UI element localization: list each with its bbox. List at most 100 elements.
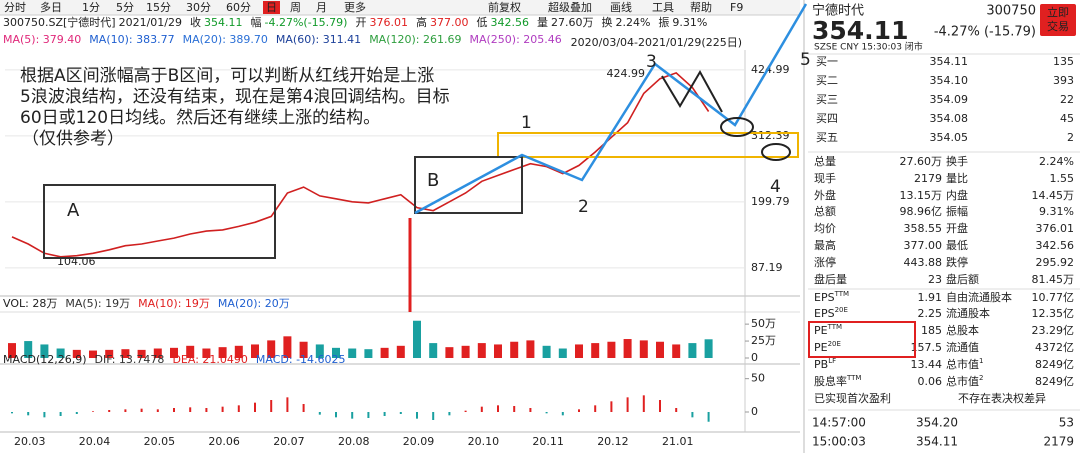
volume-bar — [575, 344, 583, 358]
volume-bar — [72, 349, 81, 358]
book-volume: 135 — [1053, 55, 1074, 68]
macd-bar — [497, 405, 499, 412]
quote-item: 2.24% — [615, 16, 650, 29]
toolbar-item[interactable]: 超级叠加 — [548, 0, 592, 14]
toolbar-item[interactable]: 60分 — [226, 1, 251, 14]
box-a — [43, 184, 276, 259]
volume-bar — [461, 345, 470, 358]
stat-label-text: 已实现首次盈利 — [814, 391, 891, 405]
pane-legend: VOL: 28万 MA(5): 19万 MA(10): 19万 MA(20): 20万 — [3, 297, 290, 310]
toolbar-item[interactable]: 5分 — [116, 1, 134, 14]
toolbar-item[interactable]: 月 — [316, 1, 327, 14]
toolbar-item[interactable]: 工具 — [652, 1, 674, 14]
toolbar-item[interactable]: F9 — [730, 1, 743, 14]
stat-value: 13.15万 — [900, 189, 943, 202]
macd-bar — [642, 395, 645, 412]
stat-label-text: 振幅 — [946, 204, 968, 218]
macd-bar — [124, 409, 127, 412]
stat-label: 股息率TTM — [814, 374, 861, 388]
stat-label-sup: 20E — [828, 340, 841, 348]
stat-label-text: 涨停 — [814, 255, 836, 269]
volume-bar — [170, 347, 178, 358]
stat-value: 2179 — [914, 172, 942, 185]
stat-value: 376.01 — [1036, 222, 1075, 235]
macd-bar — [237, 405, 240, 412]
macd-bar — [254, 402, 256, 412]
volume-bar — [526, 340, 535, 358]
macd-bar — [11, 412, 13, 414]
toolbar-item[interactable]: 分时 — [4, 1, 26, 14]
stat-value: 342.56 — [1036, 239, 1075, 252]
y-tick-label: 0 — [751, 351, 758, 364]
toolbar-item[interactable]: 日 — [266, 1, 277, 14]
x-tick-label: 20.07 — [273, 435, 305, 448]
stat-value: 14.45万 — [1032, 189, 1075, 202]
x-tick-label: 20.10 — [468, 435, 500, 448]
macd-bar — [108, 410, 111, 412]
x-tick-label: 20.04 — [79, 435, 111, 448]
stat-value: 9.31% — [1039, 205, 1074, 218]
toolbar-item[interactable]: 15分 — [146, 1, 171, 14]
quote-item: 低 — [476, 16, 487, 29]
toolbar-item[interactable]: 帮助 — [690, 0, 712, 14]
stat-label-text: 总额 — [814, 204, 836, 218]
stat-value: 10.77亿 — [1032, 291, 1075, 304]
pane-legend-item: MA(20): 20万 — [218, 297, 290, 310]
box-a-label: A — [67, 200, 80, 221]
macd-bar — [383, 412, 386, 416]
y-tick-label: 312.39 — [751, 129, 790, 142]
stat-label: PBLF — [814, 357, 836, 371]
x-tick-label: 20.11 — [532, 435, 564, 448]
stat-value: 295.92 — [1036, 256, 1075, 269]
macd-bar — [205, 408, 208, 412]
macd-bar — [43, 412, 46, 418]
toolbar-item[interactable]: 更多 — [344, 0, 366, 14]
button-label[interactable]: 交易 — [1047, 19, 1069, 33]
volume-bar — [186, 345, 195, 358]
stat-label: 振幅 — [946, 204, 968, 218]
toolbar-item[interactable]: 1分 — [82, 1, 100, 14]
price-change: -4.27% (-15.79) — [934, 25, 1036, 40]
volume-bar — [40, 344, 49, 358]
volume-bar — [348, 348, 357, 358]
toolbar-item[interactable]: 多日 — [40, 0, 62, 14]
trade-button[interactable] — [1040, 4, 1076, 36]
quote-item: 300750.SZ[宁德时代] — [3, 15, 116, 29]
ma-legend: MA(5): 379.40 MA(10): 383.77 MA(20): 389.7… — [3, 33, 562, 46]
stat-label: 跌停 — [946, 255, 968, 269]
button-label[interactable]: 立即 — [1047, 5, 1069, 19]
y-tick-label: 199.79 — [751, 195, 790, 208]
toolbar-item[interactable]: 30分 — [186, 1, 211, 14]
stat-label-text: 量比 — [946, 172, 968, 185]
stat-label-text: PE — [814, 324, 828, 337]
toolbar-item[interactable]: 前复权 — [488, 0, 521, 14]
macd-bar — [92, 411, 94, 412]
macd-bar — [399, 412, 402, 414]
stat-label-text: 最低 — [946, 239, 968, 252]
last-price: 354.11 — [812, 16, 908, 45]
book-volume: 22 — [1060, 93, 1074, 106]
volume-bar — [56, 348, 65, 358]
tick-time: 14:57:00 — [812, 416, 866, 430]
zone-band — [497, 132, 799, 158]
quote-item: 高 — [416, 15, 427, 29]
stat-label-sup: 2 — [979, 374, 983, 382]
toolbar-item[interactable]: 周 — [290, 1, 301, 14]
volume-bar — [380, 347, 389, 358]
book-volume: 393 — [1053, 74, 1074, 87]
stat-label-text: 内盘 — [946, 188, 968, 202]
macd-bar — [351, 412, 354, 419]
tick-volume: 53 — [1059, 416, 1074, 430]
max-label: 424.99 — [607, 67, 646, 80]
quote-item: 377.00 — [430, 16, 469, 29]
macd-bar — [367, 412, 370, 418]
stat-value: 27.60万 — [900, 155, 943, 168]
book-price: 354.09 — [930, 93, 969, 106]
toolbar-item[interactable]: 画线 — [610, 0, 632, 14]
volume-bar — [137, 349, 146, 358]
stat-label-text: 流通值 — [946, 340, 979, 354]
min-label: 104.06 — [57, 255, 96, 268]
y-tick-label: 424.99 — [751, 63, 790, 76]
x-tick-label: 20.08 — [338, 435, 370, 448]
volume-bar — [656, 341, 664, 358]
